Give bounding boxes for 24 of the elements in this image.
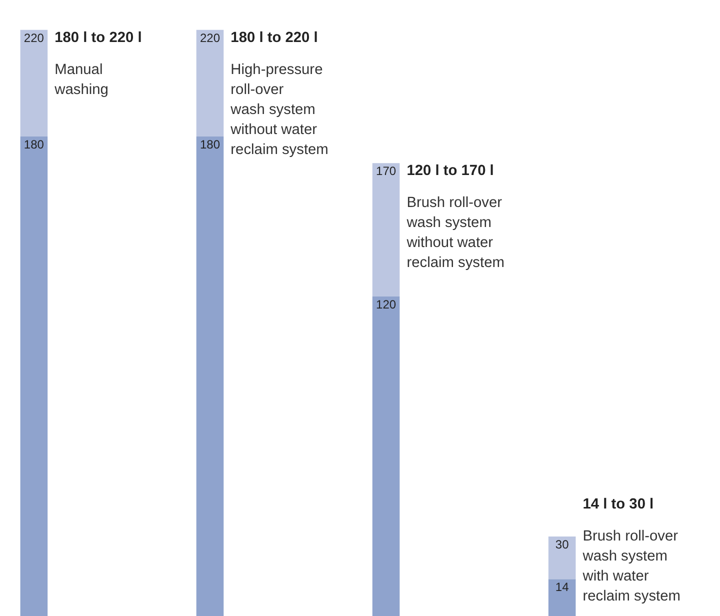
data-label: 180 [24,138,44,152]
annotation: Brush roll-over wash system with water reclaim system [582,528,680,604]
annotation: Brush roll-over wash system without water reclaim system [406,195,504,272]
total-label: 220 [200,30,220,45]
annotation: Manual washing [54,62,108,98]
annotation: 120 l to 170 l [406,163,494,180]
bar [548,579,576,616]
bar [548,536,576,580]
annotation: High-pressure roll-over wash system without water reclaim system [230,62,328,158]
bar [196,136,224,616]
bar [372,296,400,616]
bar [20,30,48,136]
total-label: 220 [24,30,44,45]
total-label: 30 [555,538,570,552]
data-label: 120 [376,298,396,312]
data-label: 14 [555,580,570,594]
annotation: 14 l to 30 l [582,496,654,512]
bar [372,163,400,296]
total-label: 170 [376,164,396,178]
bar [20,136,48,616]
data-label: 180 [200,138,220,152]
annotation: 180 l to 220 l [54,30,142,46]
annotation: 180 l to 220 l [230,30,318,46]
bar [196,30,224,136]
